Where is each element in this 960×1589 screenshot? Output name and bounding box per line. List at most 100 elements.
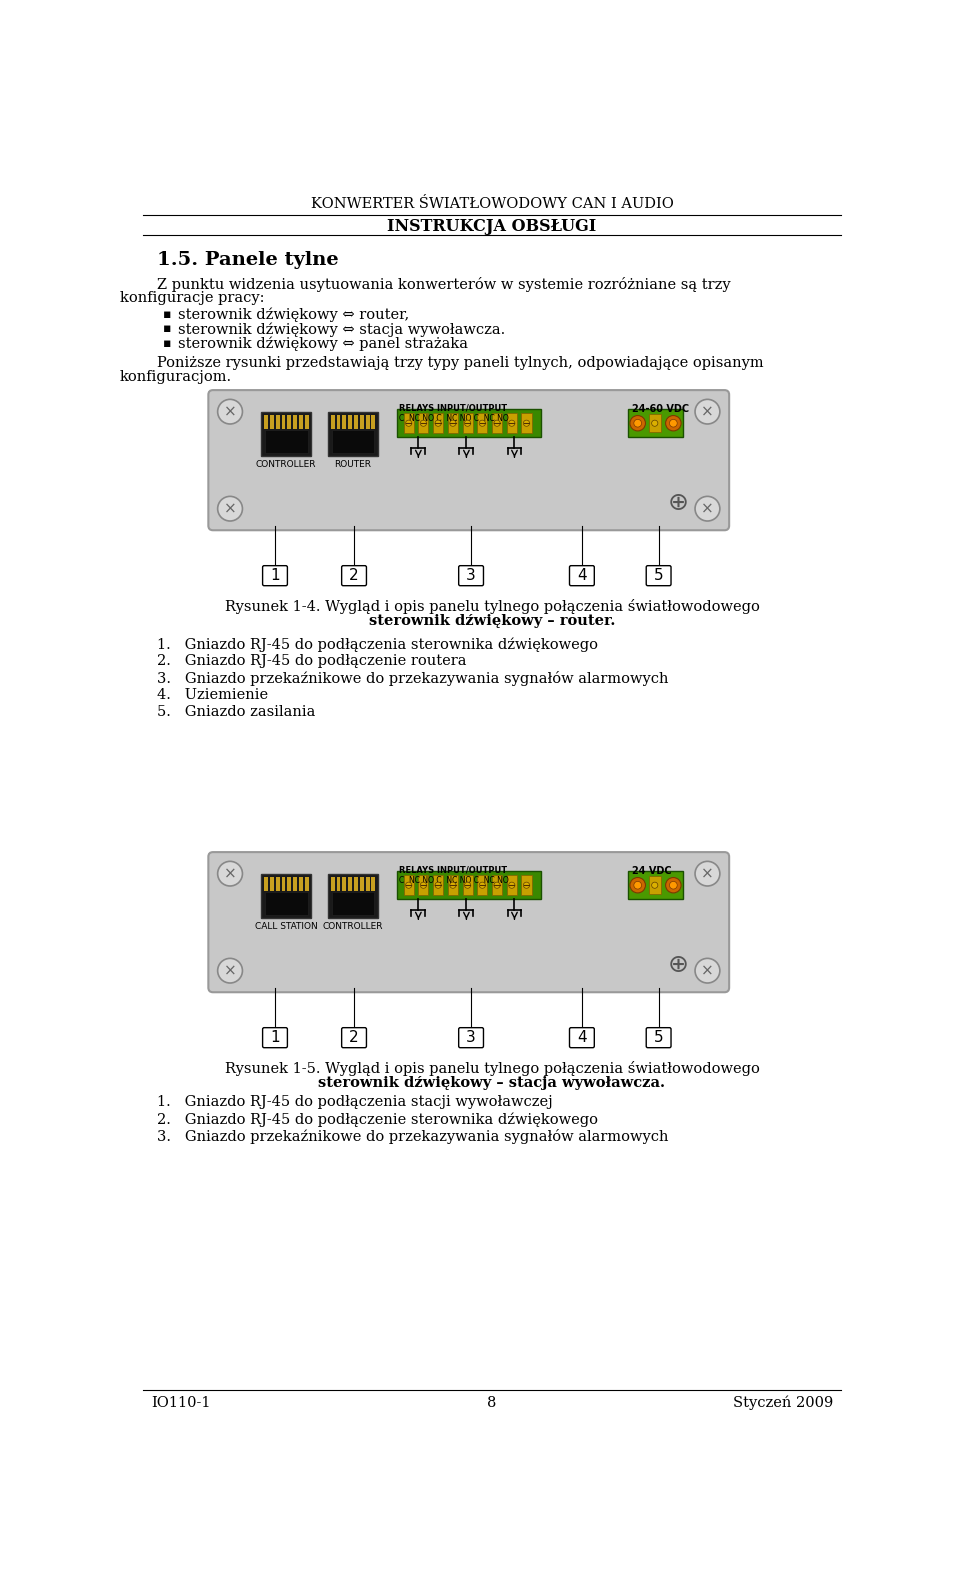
- FancyBboxPatch shape: [459, 566, 484, 586]
- Bar: [628, 410, 684, 437]
- Text: ×: ×: [224, 404, 236, 419]
- Text: 24-60 VDC: 24-60 VDC: [632, 404, 688, 415]
- Circle shape: [218, 399, 243, 424]
- Bar: [477, 413, 488, 434]
- Circle shape: [652, 419, 658, 426]
- Bar: [343, 415, 347, 429]
- Text: 2.   Gniazdo RJ-45 do podłączenie sterownika dźwiękowego: 2. Gniazdo RJ-45 do podłączenie sterowni…: [157, 1112, 598, 1127]
- Bar: [305, 877, 309, 890]
- Text: C  NC NO C  NC NO C  NC NO: C NC NO C NC NO C NC NO: [399, 415, 509, 423]
- Circle shape: [405, 882, 412, 888]
- Bar: [372, 877, 375, 890]
- Text: 2: 2: [349, 569, 359, 583]
- Text: RELAYS INPUT/OUTPUT: RELAYS INPUT/OUTPUT: [399, 404, 507, 413]
- Bar: [492, 413, 502, 434]
- FancyBboxPatch shape: [263, 1028, 287, 1047]
- Circle shape: [218, 496, 243, 521]
- Text: ×: ×: [224, 866, 236, 882]
- Text: ▪: ▪: [162, 308, 171, 321]
- Circle shape: [450, 882, 456, 888]
- Bar: [463, 876, 472, 895]
- Bar: [649, 876, 660, 895]
- Bar: [403, 413, 414, 434]
- Bar: [463, 413, 472, 434]
- Circle shape: [634, 882, 641, 890]
- Text: 1: 1: [270, 1030, 279, 1046]
- Text: 1.   Gniazdo RJ-45 do podłączenia sterownika dźwiękowego: 1. Gniazdo RJ-45 do podłączenia sterowni…: [157, 637, 598, 651]
- Text: 4.   Uziemienie: 4. Uziemienie: [157, 688, 269, 702]
- FancyBboxPatch shape: [263, 566, 287, 586]
- Bar: [261, 874, 311, 918]
- Text: ROUTER: ROUTER: [334, 461, 372, 469]
- Bar: [447, 876, 458, 895]
- Bar: [276, 877, 279, 890]
- Bar: [477, 876, 488, 895]
- Circle shape: [630, 415, 645, 431]
- Text: 3.   Gniazdo przekaźnikowe do przekazywania sygnałów alarmowych: 3. Gniazdo przekaźnikowe do przekazywani…: [157, 1130, 669, 1144]
- FancyBboxPatch shape: [569, 566, 594, 586]
- Circle shape: [695, 958, 720, 984]
- Circle shape: [479, 882, 486, 888]
- Bar: [265, 891, 307, 915]
- Bar: [276, 415, 279, 429]
- Circle shape: [465, 882, 470, 888]
- Circle shape: [218, 861, 243, 887]
- Text: Rysunek 1-4. Wygląd i opis panelu tylnego połączenia światłowodowego: Rysunek 1-4. Wygląd i opis panelu tylneg…: [225, 599, 759, 613]
- FancyBboxPatch shape: [459, 1028, 484, 1047]
- Bar: [343, 877, 347, 890]
- Text: 5: 5: [654, 569, 663, 583]
- Text: Styczeń 2009: Styczeń 2009: [732, 1395, 833, 1409]
- Text: sterownik dźwiękowy ⇔ panel strażaka: sterownik dźwiękowy ⇔ panel strażaka: [179, 337, 468, 351]
- Bar: [433, 413, 444, 434]
- Text: 4: 4: [577, 1030, 587, 1046]
- Text: 4: 4: [577, 569, 587, 583]
- Text: ×: ×: [701, 963, 714, 979]
- Text: ⊕: ⊕: [667, 491, 688, 515]
- Circle shape: [479, 419, 486, 426]
- Circle shape: [634, 419, 641, 427]
- Bar: [354, 877, 358, 890]
- Circle shape: [465, 419, 470, 426]
- Bar: [265, 431, 307, 453]
- Text: 3: 3: [467, 1030, 476, 1046]
- FancyBboxPatch shape: [342, 566, 367, 586]
- Bar: [366, 415, 370, 429]
- Circle shape: [665, 877, 681, 893]
- Text: ×: ×: [701, 501, 714, 516]
- Text: ▪: ▪: [162, 337, 171, 350]
- Bar: [287, 877, 291, 890]
- Text: ▪: ▪: [162, 323, 171, 335]
- Text: 3.   Gniazdo przekaźnikowe do przekazywania sygnałów alarmowych: 3. Gniazdo przekaźnikowe do przekazywani…: [157, 671, 669, 686]
- Circle shape: [523, 419, 530, 426]
- Bar: [360, 415, 364, 429]
- Bar: [264, 415, 268, 429]
- Text: 1.   Gniazdo RJ-45 do podłączenia stacji wywoławczej: 1. Gniazdo RJ-45 do podłączenia stacji w…: [157, 1095, 553, 1109]
- Circle shape: [405, 419, 412, 426]
- Text: CONTROLLER: CONTROLLER: [323, 922, 383, 931]
- Bar: [331, 891, 374, 915]
- Bar: [299, 877, 303, 890]
- Bar: [507, 876, 516, 895]
- FancyBboxPatch shape: [208, 852, 730, 992]
- Text: C  NC NO C  NC NO C  NC NO: C NC NO C NC NO C NC NO: [399, 876, 509, 885]
- Circle shape: [420, 419, 426, 426]
- Bar: [261, 412, 311, 456]
- Bar: [447, 413, 458, 434]
- Bar: [360, 877, 364, 890]
- Text: sterownik dźwiękowy – router.: sterownik dźwiękowy – router.: [369, 615, 615, 628]
- Bar: [492, 876, 502, 895]
- Circle shape: [435, 882, 442, 888]
- Bar: [649, 415, 660, 432]
- Text: konfiguracje pracy:: konfiguracje pracy:: [120, 291, 265, 305]
- Circle shape: [435, 419, 442, 426]
- Bar: [305, 415, 309, 429]
- Circle shape: [494, 419, 500, 426]
- Bar: [293, 415, 297, 429]
- Bar: [270, 877, 274, 890]
- Text: ×: ×: [701, 404, 714, 419]
- Bar: [372, 415, 375, 429]
- Bar: [293, 877, 297, 890]
- Text: 24 VDC: 24 VDC: [632, 866, 671, 876]
- Text: 2.   Gniazdo RJ-45 do podłączenie routera: 2. Gniazdo RJ-45 do podłączenie routera: [157, 655, 467, 669]
- Circle shape: [695, 496, 720, 521]
